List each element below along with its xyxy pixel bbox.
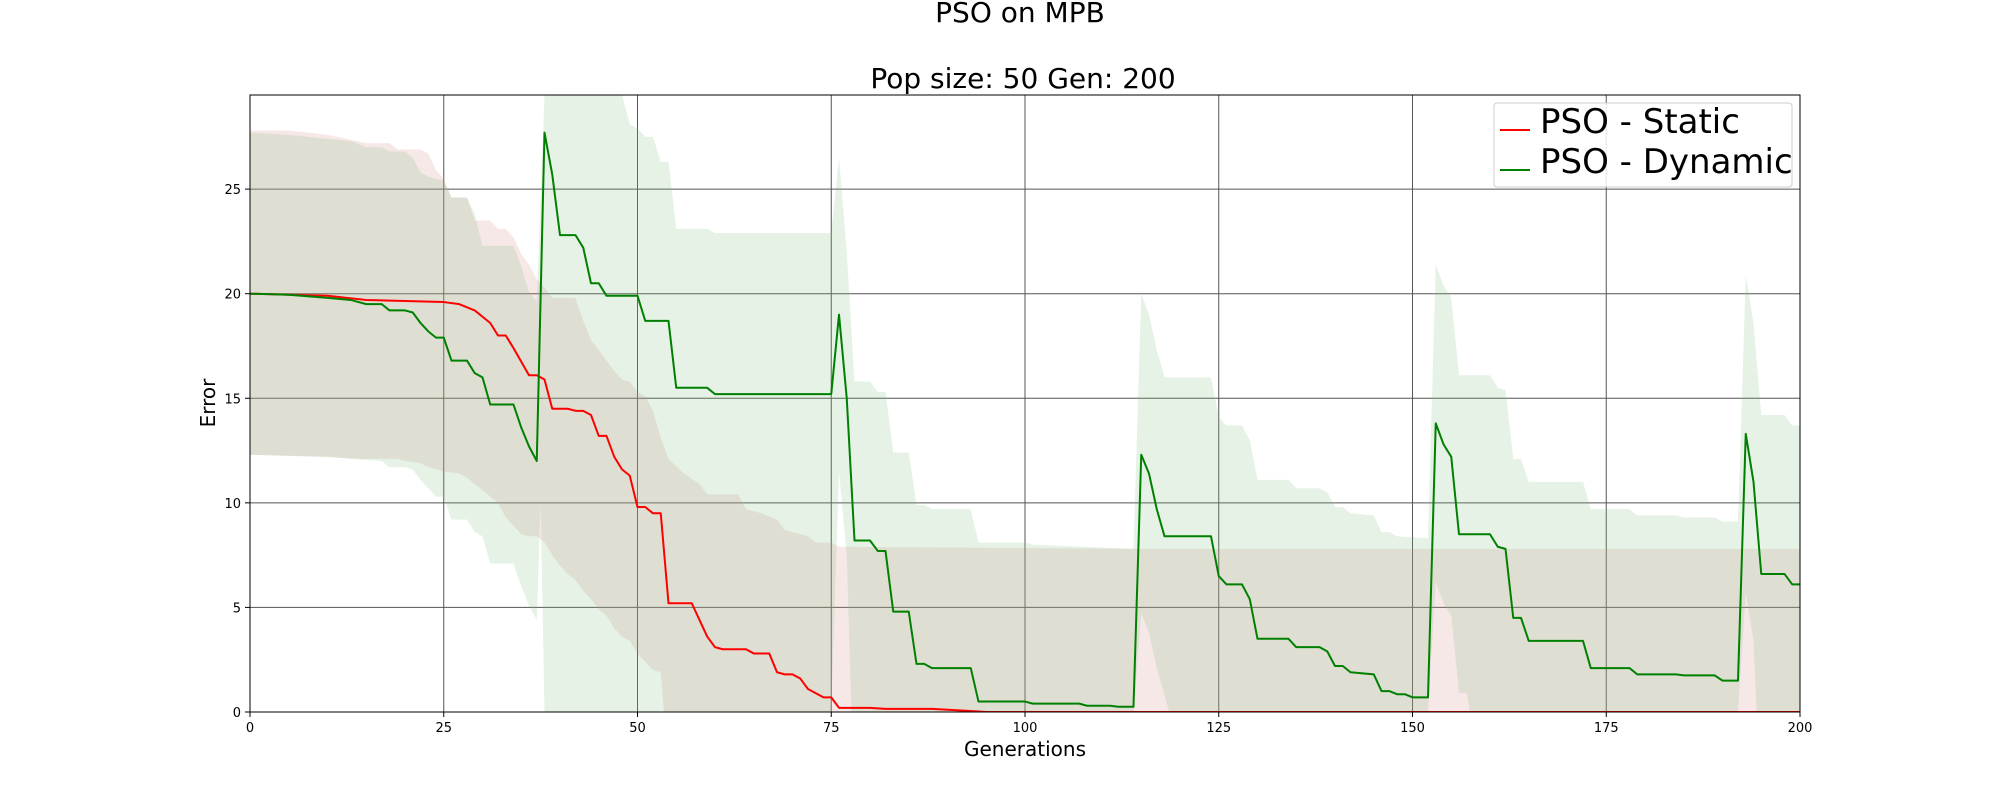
band-static: [250, 130, 1800, 712]
series-lines: [250, 131, 1800, 712]
y-tick-label-5: 25: [224, 183, 241, 198]
y-tick-label-2: 10: [224, 497, 241, 512]
legend-box: [1493, 102, 1793, 188]
x-axis-label: Generations: [964, 737, 1086, 761]
x-tick-label-4: 100: [1013, 721, 1038, 736]
series-line-dynamic: [250, 131, 1800, 708]
y-axis-label: Error: [196, 378, 220, 428]
legend: PSO - Static PSO - Dynamic: [1493, 102, 1793, 188]
x-tick-label-5: 125: [1206, 721, 1231, 736]
y-tick-label-1: 5: [233, 601, 241, 616]
chart-title: PSO on MPB: [935, 0, 1105, 29]
y-tick-label-3: 15: [224, 392, 241, 407]
band-dynamic: [250, 95, 1800, 712]
y-tick-label-0: 0: [233, 706, 241, 721]
legend-label-dynamic: PSO - Dynamic: [1540, 142, 1793, 182]
x-tick-label-8: 200: [1788, 721, 1813, 736]
x-tick-label-1: 25: [435, 721, 452, 736]
x-tick-label-6: 150: [1400, 721, 1425, 736]
y-tick-label-4: 20: [224, 288, 241, 303]
x-tick-label-0: 0: [246, 721, 254, 736]
x-axis-ticks: 0 25 50 75 100 125 150 175 200: [246, 712, 1813, 736]
confidence-bands: [250, 95, 1800, 712]
y-axis-ticks: 0 5 10 15 20 25: [224, 183, 250, 721]
chart-subtitle: Pop size: 50 Gen: 200: [870, 62, 1175, 95]
legend-label-static: PSO - Static: [1540, 102, 1740, 142]
series-line-static: [250, 292, 1800, 712]
x-tick-label-7: 175: [1594, 721, 1619, 736]
x-tick-label-3: 75: [823, 721, 840, 736]
x-tick-label-2: 50: [629, 721, 646, 736]
